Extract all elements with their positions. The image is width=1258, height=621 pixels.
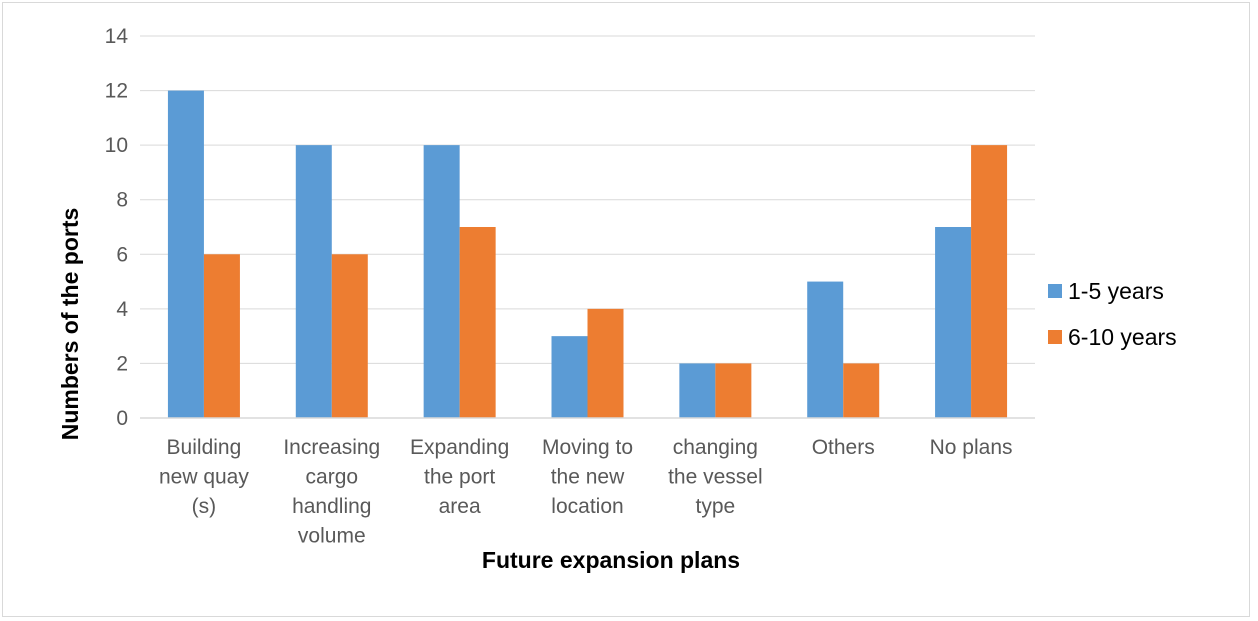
x-category-label: No plans: [930, 436, 1013, 459]
legend-swatch: [1048, 284, 1062, 298]
y-tick-label: 4: [116, 298, 128, 321]
bar-series1: [167, 90, 204, 419]
bar-series2: [715, 363, 752, 418]
y-tick-label: 0: [116, 407, 128, 430]
bar-series2: [203, 254, 240, 418]
bars: [167, 90, 1008, 419]
legend-label: 1-5 years: [1068, 278, 1164, 304]
bar-series1: [679, 363, 716, 418]
x-category-label: Others: [812, 436, 875, 459]
x-category-label: Building new quay (s): [159, 436, 249, 518]
y-axis-title: Numbers of the ports: [57, 208, 83, 441]
gridlines: [140, 35, 1035, 364]
y-tick-labels: 0 2 4 6 8 10 12 14: [105, 25, 129, 430]
bar-series2: [331, 254, 368, 418]
bar-series2: [971, 145, 1008, 418]
x-category-label: changing the vessel type: [668, 436, 763, 518]
y-tick-label: 6: [116, 243, 128, 266]
bar-series1: [551, 336, 588, 418]
y-tick-label: 14: [105, 25, 129, 48]
y-tick-label: 2: [116, 352, 128, 375]
bar-series2: [843, 363, 880, 418]
bar-series1: [295, 145, 332, 418]
x-category-labels: Building new quay (s) Increasing cargo handli…: [159, 436, 1013, 548]
legend-swatch: [1048, 330, 1062, 344]
bar-series2: [587, 308, 624, 418]
bar-series1: [935, 227, 972, 418]
x-category-label: Expanding the port area: [410, 436, 509, 518]
x-category-label: Increasing cargo handling volume: [283, 436, 380, 548]
x-axis-title: Future expansion plans: [482, 547, 740, 573]
bar-series1: [807, 281, 844, 418]
y-tick-label: 12: [105, 80, 128, 103]
bar-series1: [423, 145, 460, 418]
y-tick-label: 8: [116, 189, 128, 212]
bar-series2: [459, 227, 496, 418]
legend-label: 6-10 years: [1068, 324, 1177, 350]
y-tick-label: 10: [105, 134, 128, 157]
x-category-label: Moving to the new location: [542, 436, 633, 518]
legend: 1-5 years 6-10 years: [1048, 278, 1177, 350]
